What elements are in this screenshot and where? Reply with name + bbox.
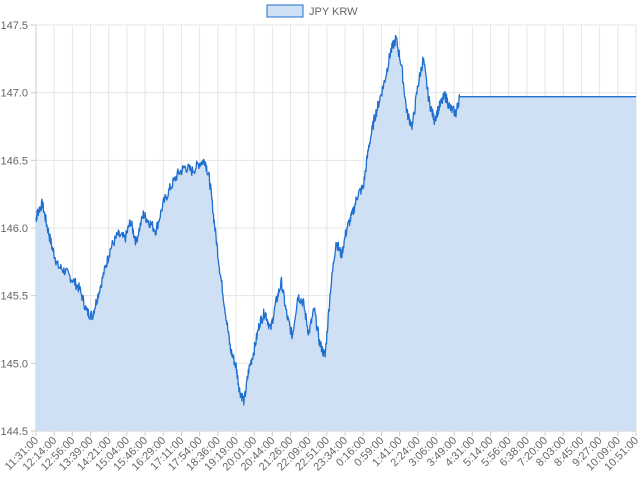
y-tick-label: 146.5 [0,155,28,167]
y-axis: 147.5 147.0 146.5 146.0 145.5 145.0 144.5 [0,20,37,438]
legend-label: JPY KRW [309,6,358,18]
x-axis: 11:31:0012:14:0012:56:0013:39:0014:21:00… [3,430,640,473]
y-tick-label: 147.0 [0,88,28,100]
series-area-jpy-krw [36,35,636,431]
legend-swatch [266,4,304,18]
legend[interactable]: JPY KRW [266,4,358,18]
y-tick-label: 145.0 [0,358,28,370]
y-tick-label: 146.0 [0,223,28,235]
y-tick-label: 144.5 [0,426,28,438]
series-line-jpy-krw [35,34,636,406]
plot-area [35,34,636,431]
y-tick-label: 147.5 [0,20,28,32]
y-tick-label: 145.5 [0,291,28,303]
